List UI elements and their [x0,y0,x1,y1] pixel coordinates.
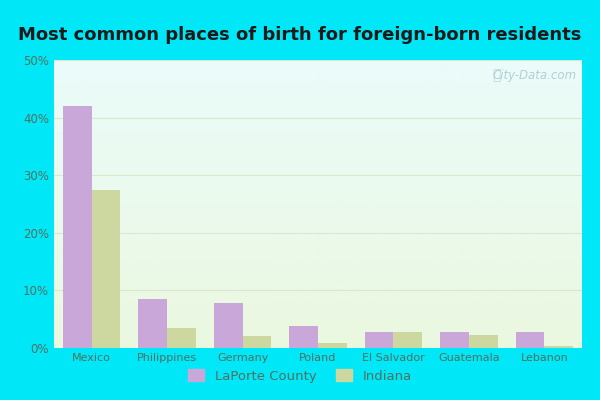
Legend: LaPorte County, Indiana: LaPorte County, Indiana [182,363,418,390]
Bar [394,332,422,348]
Bar [365,332,394,348]
Text: ⌕: ⌕ [492,69,500,83]
Bar [242,336,271,348]
Bar [544,346,573,348]
Bar [167,328,196,348]
Bar [515,332,544,348]
Bar [469,335,497,348]
Bar [63,106,92,348]
Text: Most common places of birth for foreign-born residents: Most common places of birth for foreign-… [19,26,581,44]
Bar [214,303,242,348]
Bar [92,190,121,348]
Bar [139,299,167,348]
Bar [318,343,347,348]
Bar [289,326,318,348]
Bar [440,332,469,348]
Text: City-Data.com: City-Data.com [493,69,577,82]
